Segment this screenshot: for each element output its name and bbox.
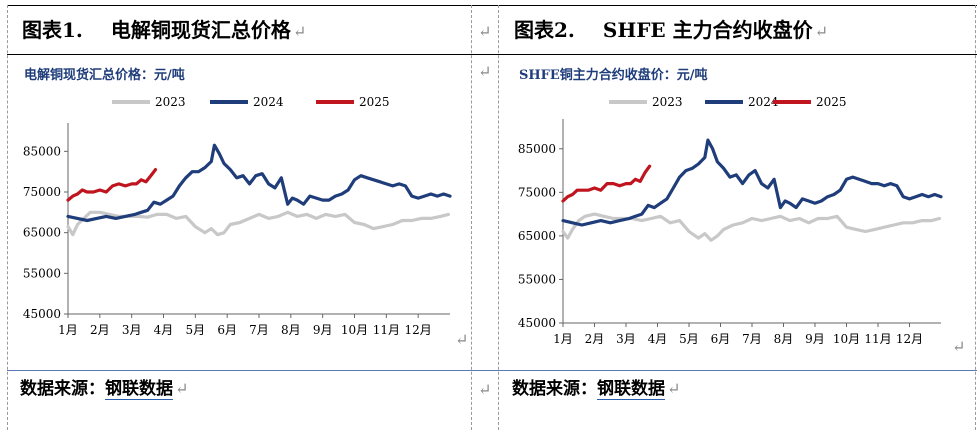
chart-title: SHFE铜主力合约收盘价：元/吨	[519, 67, 708, 83]
y-tick-label: 65000	[23, 226, 61, 240]
x-tick-label: 12月	[405, 323, 432, 337]
right-cell-border	[975, 5, 976, 430]
legend-label-2023: 2023	[155, 95, 186, 109]
x-tick-label: 9月	[313, 323, 333, 337]
figure-2-number: 图表2.	[514, 18, 575, 42]
legend-label-2024: 2024	[253, 95, 284, 109]
series-line-2024	[561, 138, 943, 227]
x-tick-label: 10月	[833, 332, 860, 346]
figure-1-title-text: 电解铜现货汇总价格	[110, 18, 291, 42]
gap-cell-border	[498, 5, 499, 430]
series-line-2023	[561, 212, 941, 242]
x-tick-label: 8月	[281, 323, 301, 337]
y-tick-label: 45000	[23, 307, 61, 321]
y-tick-label: 65000	[518, 229, 556, 243]
source-row-border	[7, 370, 977, 371]
chart-copper-spot-price: 电解铜现货汇总价格：元/吨 2023 2024 2025 45000 55000 65000…	[23, 67, 452, 337]
x-tick-label: 12月	[896, 332, 923, 346]
x-tick-label: 2月	[90, 323, 110, 337]
chart-title: 电解铜现货汇总价格：元/吨	[24, 67, 185, 83]
y-tick-label: 75000	[23, 185, 61, 199]
legend-label-2025: 2025	[816, 95, 847, 109]
title-row-border	[7, 54, 977, 55]
x-tick-label: 7月	[249, 323, 269, 337]
x-tick-label: 2月	[585, 332, 605, 346]
return-mark-icon: ↵	[478, 62, 492, 81]
figure-2-title-text: SHFE 主力合约收盘价	[602, 18, 813, 42]
x-tick-label: 6月	[217, 323, 237, 337]
return-mark-icon: ↵	[175, 379, 189, 398]
return-mark-icon: ↵	[455, 330, 469, 349]
x-tick-label: 3月	[122, 323, 142, 337]
middle-cell-border	[471, 5, 472, 430]
y-tick-label: 55000	[518, 272, 556, 286]
x-tick-label: 8月	[774, 332, 794, 346]
x-tick-label: 3月	[616, 332, 636, 346]
x-tick-label: 7月	[742, 332, 762, 346]
x-tick-label: 1月	[58, 323, 78, 337]
x-tick-label: 1月	[553, 332, 573, 346]
x-tick-label: 10月	[341, 323, 368, 337]
y-tick-label: 75000	[518, 185, 556, 199]
return-mark-icon: ↵	[667, 379, 681, 398]
source-name-link[interactable]: 钢联数据	[105, 379, 173, 400]
return-mark-icon: ↵	[478, 22, 492, 41]
legend-label-2025: 2025	[359, 95, 390, 109]
return-mark-icon: ↵	[814, 22, 829, 41]
figure-1-number: 图表1.	[22, 18, 83, 42]
x-tick-label: 5月	[679, 332, 699, 346]
y-tick-label: 85000	[23, 144, 61, 158]
x-tick-label: 11月	[373, 323, 400, 337]
return-mark-icon: ↵	[952, 337, 966, 356]
x-tick-label: 9月	[805, 332, 825, 346]
source-name-link[interactable]: 钢联数据	[597, 379, 665, 400]
return-mark-icon: ↵	[292, 22, 307, 41]
figure-2-title: 图表2. SHFE 主力合约收盘价 ↵	[514, 14, 828, 43]
series-line-2025	[561, 164, 652, 203]
source-prefix: 数据来源：	[512, 379, 597, 399]
figure-1-source: 数据来源：钢联数据 ↵	[20, 374, 189, 400]
y-tick-label: 55000	[23, 266, 61, 280]
x-tick-label: 4月	[154, 323, 174, 337]
y-tick-label: 45000	[518, 316, 556, 330]
source-prefix: 数据来源：	[20, 379, 105, 399]
legend-label-2024: 2024	[748, 95, 779, 109]
series-line-2025	[66, 167, 158, 202]
x-tick-label: 11月	[864, 332, 891, 346]
figure-1-title: 图表1. 电解铜现货汇总价格 ↵	[22, 14, 306, 43]
return-mark-icon: ↵	[478, 380, 492, 399]
table-top-border	[7, 5, 977, 6]
legend-label-2023: 2023	[652, 95, 683, 109]
x-tick-label: 6月	[711, 332, 731, 346]
x-tick-label: 4月	[648, 332, 668, 346]
series-line-2024	[66, 143, 452, 223]
chart-shfe-main-contract-price: SHFE铜主力合约收盘价：元/吨 2023 2024 2025 45000 55000 65…	[518, 67, 943, 346]
x-tick-label: 5月	[186, 323, 206, 337]
y-tick-label: 85000	[518, 142, 556, 156]
left-cell-border	[7, 5, 8, 430]
figure-2-source: 数据来源：钢联数据 ↵	[512, 374, 681, 400]
